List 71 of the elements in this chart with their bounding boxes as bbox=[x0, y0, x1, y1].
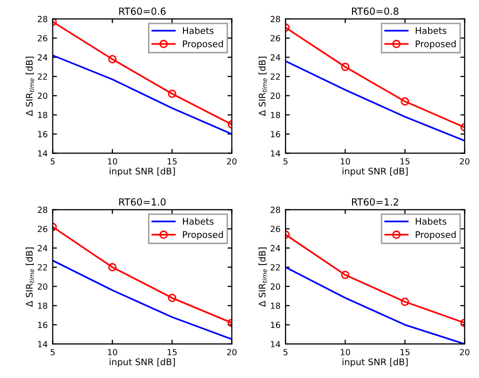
y-tick-label: 24 bbox=[38, 245, 48, 252]
x-tick-label: 20 bbox=[227, 348, 237, 356]
x-axis-title: input SNR [dB] bbox=[342, 358, 408, 368]
y-tick-label: 20 bbox=[270, 283, 280, 290]
x-axis-title: input SNR [dB] bbox=[110, 358, 175, 368]
legend-label: Habets bbox=[182, 218, 214, 225]
x-tick-label: 5 bbox=[284, 349, 288, 356]
x-axis-title: input SNR [dB] bbox=[110, 168, 175, 176]
legend-label: Habets bbox=[416, 218, 446, 225]
y-tick-label: 14 bbox=[270, 150, 280, 156]
x-tick-label: 20 bbox=[460, 158, 470, 165]
legend-label: Habets bbox=[416, 27, 446, 34]
x-tick-label: 5 bbox=[284, 158, 288, 165]
y-tick-label: 24 bbox=[270, 54, 280, 60]
x-tick-label: 10 bbox=[108, 348, 118, 356]
y-tick-label: 16 bbox=[270, 131, 280, 138]
legend-label: Proposed bbox=[182, 40, 223, 50]
y-tick-label: 28 bbox=[38, 16, 48, 22]
x-tick-label: 20 bbox=[460, 348, 470, 356]
y-tick-label: 22 bbox=[38, 264, 47, 270]
chart-title: RT60=0.6 bbox=[119, 8, 166, 15]
line-series bbox=[286, 60, 465, 142]
y-tick-label: 28 bbox=[270, 206, 280, 213]
legend-label: Habets bbox=[182, 27, 214, 34]
x-tick-label: 10 bbox=[340, 348, 350, 356]
x-axis-title: input SNR [dB] bbox=[342, 168, 408, 176]
y-tick-label: 20 bbox=[270, 92, 280, 99]
y-tick-label: 26 bbox=[270, 35, 280, 42]
chart-title: RT60=1.2 bbox=[352, 198, 398, 206]
y-tick-label: 26 bbox=[38, 226, 48, 232]
legend-label: Proposed bbox=[182, 231, 223, 240]
y-tick-label: 14 bbox=[38, 150, 48, 156]
line-series bbox=[52, 260, 232, 340]
x-tick-label: 5 bbox=[50, 158, 55, 165]
y-tick-label: 28 bbox=[270, 16, 280, 22]
x-tick-label: 15 bbox=[168, 158, 177, 165]
y-tick-label: 22 bbox=[270, 264, 280, 270]
y-tick-label: 18 bbox=[38, 112, 48, 118]
y-tick-label: 26 bbox=[270, 226, 280, 232]
x-tick-label: 10 bbox=[108, 158, 118, 165]
y-tick-label: 16 bbox=[270, 322, 280, 328]
y-tick-label: 24 bbox=[38, 54, 48, 60]
x-tick-label: 20 bbox=[227, 158, 237, 165]
y-tick-label: 14 bbox=[270, 341, 280, 348]
y-tick-label: 16 bbox=[38, 322, 48, 328]
y-tick-label: 20 bbox=[38, 92, 48, 99]
y-tick-label: 24 bbox=[270, 245, 280, 252]
y-axis-title: Δ SIR$_{time}$ [dB] bbox=[26, 248, 34, 307]
y-tick-label: 16 bbox=[38, 131, 48, 138]
y-tick-label: 26 bbox=[38, 35, 48, 42]
legend-label: Proposed bbox=[416, 231, 456, 240]
y-tick-label: 18 bbox=[270, 112, 280, 118]
y-tick-label: 22 bbox=[38, 73, 47, 80]
x-tick-label: 15 bbox=[400, 349, 410, 356]
y-tick-label: 14 bbox=[38, 341, 48, 348]
x-tick-label: 10 bbox=[340, 158, 350, 165]
y-tick-label: 18 bbox=[38, 302, 48, 309]
legend-label: Proposed bbox=[416, 40, 456, 50]
y-tick-label: 22 bbox=[270, 73, 280, 80]
y-axis-title: Δ SIR$_{time}$ [dB] bbox=[258, 56, 267, 116]
chart-title: RT60=0.8 bbox=[352, 8, 398, 15]
y-axis-title: Δ SIR$_{time}$ [dB] bbox=[258, 248, 267, 307]
y-tick-label: 28 bbox=[38, 206, 48, 213]
x-tick-label: 15 bbox=[400, 158, 410, 165]
y-tick-label: 18 bbox=[270, 302, 280, 309]
y-tick-label: 20 bbox=[38, 283, 48, 290]
x-tick-label: 5 bbox=[50, 349, 55, 356]
x-tick-label: 15 bbox=[168, 349, 177, 356]
y-axis-title: Δ SIR$_{time}$ [dB] bbox=[26, 56, 34, 116]
chart-title: RT60=1.0 bbox=[119, 198, 166, 206]
line-series bbox=[52, 54, 232, 135]
